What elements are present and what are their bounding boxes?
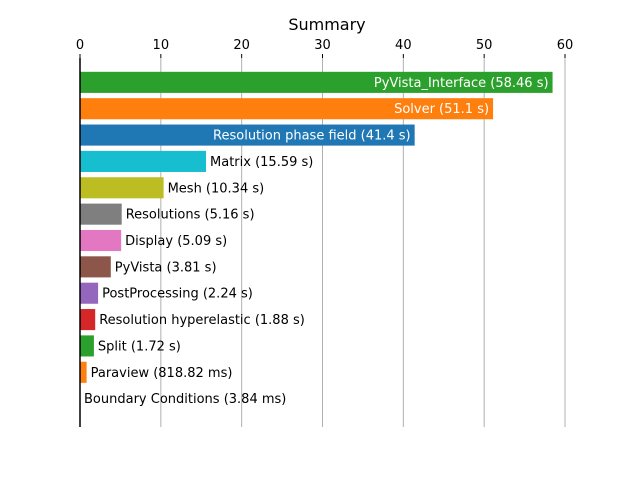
bar-matrix [80, 151, 206, 172]
bar-label: Split (1.72 s) [98, 339, 181, 354]
bar-display [80, 230, 121, 251]
bar-label: PostProcessing (2.24 s) [102, 287, 253, 302]
bar-postprocessing [80, 283, 98, 304]
bar-pyvista [80, 256, 111, 277]
x-tick-label: 20 [233, 38, 250, 53]
bar-label: Resolution hyperelastic (1.88 s) [99, 313, 305, 328]
bar-label: Resolution phase field (41.4 s) [213, 129, 411, 144]
bar-label: Solver (51.1 s) [394, 102, 489, 117]
bar-label: Display (5.09 s) [125, 234, 227, 249]
x-tick-label: 30 [314, 38, 331, 53]
x-tick-label: 0 [76, 38, 84, 53]
x-axis-ticks: 0 10 20 30 40 50 60 [76, 38, 573, 58]
x-tick-label: 60 [557, 38, 574, 53]
x-tick-label: 50 [476, 38, 493, 53]
bar-label: Boundary Conditions (3.84 ms) [84, 392, 286, 407]
bar-label: Resolutions (5.16 s) [126, 208, 255, 223]
x-tick-label: 40 [395, 38, 412, 53]
bar-label: Paraview (818.82 ms) [91, 366, 233, 381]
bar-label: Matrix (15.59 s) [210, 155, 313, 170]
bar-label: PyVista (3.81 s) [115, 260, 217, 275]
bar-label: Mesh (10.34 s) [168, 181, 265, 196]
bar-resolution-hyperelastic [80, 309, 95, 330]
bar-label: PyVista_Interface (58.46 s) [374, 76, 549, 91]
chart-title: Summary [288, 15, 365, 34]
bar-paraview [80, 362, 87, 383]
x-tick-label: 10 [153, 38, 170, 53]
bar-split [80, 335, 94, 356]
bar-resolutions [80, 204, 122, 225]
bar-mesh [80, 177, 164, 198]
